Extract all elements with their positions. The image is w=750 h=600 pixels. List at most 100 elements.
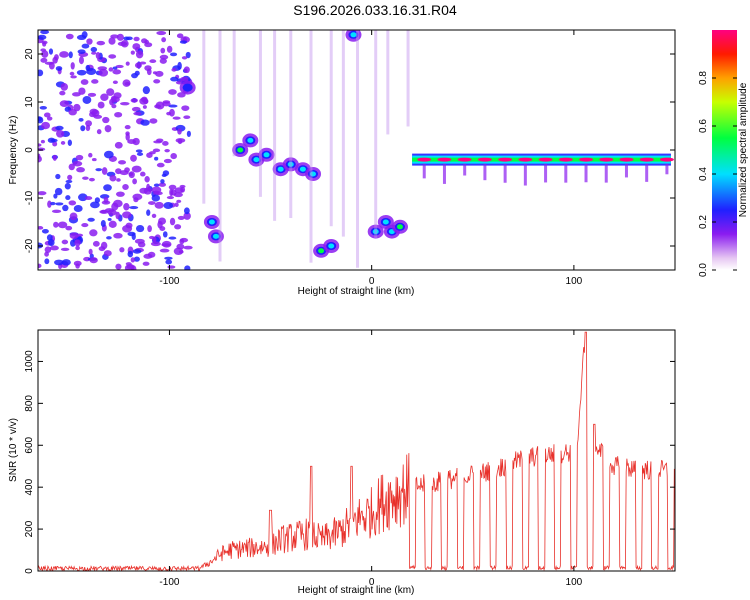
- noise-blob: [49, 245, 59, 251]
- noise-blob: [112, 80, 118, 85]
- noise-blob: [100, 93, 109, 101]
- vertical-streak: [273, 30, 277, 221]
- noise-blob: [80, 79, 89, 85]
- y-tick-label: 400: [24, 478, 35, 495]
- noise-blob: [52, 141, 58, 147]
- noise-blob: [146, 209, 151, 216]
- noise-blob: [140, 171, 146, 177]
- noise-blob: [161, 240, 172, 248]
- colorbar-tick-label: 0.8: [698, 71, 709, 85]
- noise-blob: [115, 191, 125, 197]
- noise-blob: [61, 239, 69, 245]
- carrier-smear: [463, 163, 467, 176]
- blob-core: [277, 166, 284, 172]
- blob-core: [372, 229, 379, 235]
- noise-blob: [55, 66, 63, 71]
- snr-series-line: [38, 331, 675, 571]
- noise-blob: [125, 36, 133, 41]
- noise-blob: [114, 111, 123, 118]
- noise-blob: [109, 174, 117, 182]
- noise-blob: [111, 202, 119, 211]
- noise-blob: [71, 92, 81, 97]
- noise-blob: [47, 238, 55, 247]
- carrier-smear: [503, 163, 507, 183]
- noise-blob: [103, 184, 112, 192]
- noise-blob: [89, 229, 98, 237]
- colorbar-tick-label: 0.6: [698, 119, 709, 133]
- noise-blob: [133, 36, 140, 42]
- noise-blob: [41, 228, 49, 234]
- noise-blob: [144, 42, 153, 48]
- noise-blob: [130, 257, 136, 263]
- spectrogram-plot-area: [38, 30, 674, 270]
- x-tick-label: -100: [159, 276, 179, 287]
- noise-blob: [137, 241, 146, 248]
- noise-blob: [91, 79, 99, 84]
- noise-blob: [40, 139, 45, 144]
- noise-blob: [175, 138, 186, 143]
- noise-blob: [78, 87, 86, 95]
- noise-blob: [149, 118, 158, 124]
- blob-core: [310, 171, 317, 177]
- noise-blob: [183, 212, 191, 220]
- noise-blob: [52, 56, 58, 64]
- noise-blob: [68, 163, 75, 171]
- noise-blob: [152, 148, 161, 153]
- noise-blob: [127, 231, 136, 237]
- vertical-streak: [218, 30, 222, 262]
- noise-blob: [57, 221, 68, 229]
- carrier-smear: [604, 163, 608, 183]
- noise-blob: [116, 178, 121, 182]
- noise-blob: [68, 200, 77, 206]
- noise-blob: [127, 250, 134, 258]
- noise-blob: [108, 67, 114, 72]
- noise-blob: [164, 256, 173, 260]
- carrier-smear: [523, 163, 527, 186]
- noise-blob: [168, 236, 177, 240]
- noise-blob: [107, 217, 112, 222]
- noise-blob: [44, 246, 52, 254]
- noise-blob: [159, 58, 167, 64]
- noise-blob: [180, 186, 186, 193]
- carrier-peak: [538, 157, 553, 162]
- noise-blob: [129, 205, 139, 210]
- noise-blob: [41, 121, 51, 130]
- y-tick-label: 1000: [24, 350, 35, 373]
- noise-blob: [128, 171, 135, 179]
- spectrogram-ylabel: Frequency (Hz): [8, 116, 19, 185]
- noise-blob: [148, 235, 155, 240]
- noise-blob: [73, 204, 83, 213]
- y-tick-label: 800: [24, 395, 35, 412]
- noise-blob: [68, 51, 73, 59]
- noise-blob: [38, 34, 47, 40]
- noise-blob: [123, 202, 130, 211]
- noise-blob: [72, 160, 83, 167]
- noise-blob: [163, 158, 172, 164]
- noise-blob: [156, 162, 165, 168]
- noise-blob: [130, 50, 135, 55]
- carrier-smear: [544, 163, 548, 183]
- blob-core: [328, 243, 335, 249]
- noise-blob: [163, 201, 174, 210]
- x-tick-label: 0: [369, 577, 375, 588]
- noise-blob: [38, 191, 47, 196]
- noise-blob: [170, 76, 179, 82]
- noise-blob: [89, 257, 98, 264]
- y-tick-label: 0: [24, 147, 35, 153]
- blob-core: [247, 137, 254, 143]
- colorbar-label: Normalized spectral amplitude: [738, 82, 749, 217]
- noise-blob: [90, 201, 100, 209]
- noise-blob: [43, 112, 51, 118]
- noise-blob: [168, 184, 177, 190]
- noise-blob: [154, 104, 162, 109]
- noise-blob: [85, 120, 93, 127]
- noise-blob: [144, 175, 150, 183]
- colorbar-gradient: [712, 30, 737, 270]
- y-tick-label: 10: [24, 96, 35, 108]
- noise-blob: [59, 90, 66, 96]
- noise-blob: [81, 43, 90, 49]
- vertical-streak: [289, 30, 293, 219]
- noise-blob: [174, 202, 179, 207]
- noise-blob: [169, 108, 175, 117]
- noise-blob: [76, 167, 85, 173]
